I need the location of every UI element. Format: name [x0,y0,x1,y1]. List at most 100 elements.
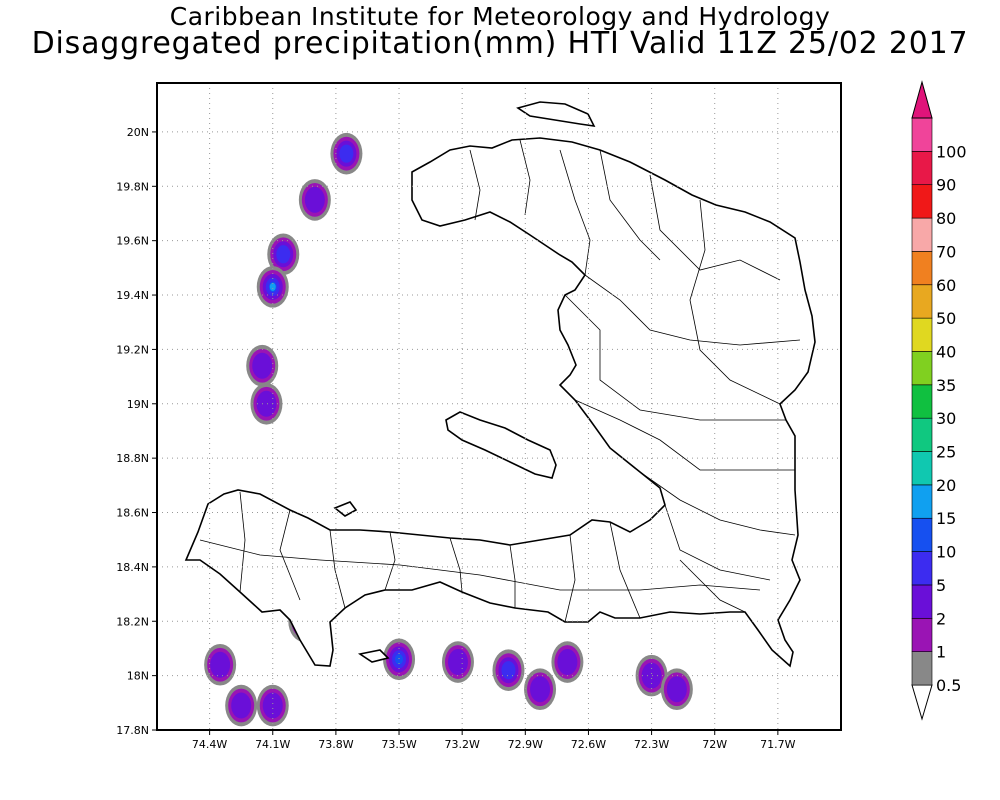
colorbar-swatch [911,551,933,586]
rain-cell [256,684,289,727]
coastline-layer [184,101,816,668]
rain-contour-level [210,651,231,678]
lat-tick-label: 18.2N [116,615,149,628]
colorbar-label: 50 [936,309,956,328]
colorbar-label: 20 [936,476,956,495]
rain-contour-level [339,144,354,163]
rain-cell [246,344,279,387]
lon-tick-label: 72W [702,738,727,751]
rain-cell [256,266,289,308]
lon-tick-label: 72.6W [571,738,606,751]
ile-de-la-gonave [445,411,557,479]
rain-cell [383,638,416,681]
map-frame [156,82,842,731]
rain-contour-level [447,649,468,676]
colorbar-swatch [911,117,933,152]
lon-tick-label: 73.8W [318,738,353,751]
colorbar-label: 90 [936,176,956,195]
lat-tick-label: 20N [127,126,149,139]
rain-contour-level [557,649,578,676]
rain-cell [330,132,363,175]
colorbar-high-arrow [911,80,933,119]
lat-tick-label: 18.8N [116,452,149,465]
lat-tick-label: 19N [127,398,149,411]
rain-contour-level [256,390,277,417]
cayemites [333,501,358,517]
colorbar-swatch [911,251,933,286]
colorbar-swatch [911,484,933,519]
colorbar-label: 100 [936,142,967,161]
colorbar-swatch [911,651,933,686]
colorbar-swatch [911,584,933,619]
rain-contour-level [252,352,273,379]
colorbar-swatch [911,184,933,219]
colorbar-label: 2 [936,609,946,628]
rain-contour-level [666,676,687,703]
commune-boundaries [199,139,801,623]
colorbar-label: 25 [936,443,956,462]
rain-cell [635,654,668,697]
colorbar-label: 40 [936,342,956,361]
haiti-north-peninsula [184,137,816,668]
lat-tick-label: 18N [127,670,149,683]
colorbar-low-arrow [911,684,933,721]
colorbar-swatch [911,151,933,186]
colorbar-swatch [911,217,933,252]
colorbar-label: 80 [936,209,956,228]
lat-tick-label: 19.2N [116,343,149,356]
colorbar-label: 35 [936,376,956,395]
map-title-institute: Caribbean Institute for Meteorology and … [169,2,831,31]
graticule-grid [157,83,841,731]
rain-cell [660,668,693,711]
lat-tick-label: 17.8N [116,724,149,737]
map-plot-area [184,101,816,727]
colorbar-label: 30 [936,409,956,428]
lat-tick-label: 18.4N [116,561,149,574]
rain-contour-level [262,692,283,719]
map-title-product: Disaggregated precipitation(mm) HTI Vali… [31,26,969,61]
rain-contour-level [304,186,325,213]
rain-contour-level [501,661,516,680]
axis-ticks: 20N 19.8N 19.6N 19.4N 19.2N 19N 18.8N 18.6N 18.4… [116,126,795,751]
colorbar-swatch [911,617,933,652]
rain-cell [225,684,258,727]
colorbar-label: 60 [936,276,956,295]
lon-tick-label: 74.1W [255,738,290,751]
rain-contour-level [395,654,404,665]
ile-de-la-tortue [516,101,596,128]
colorbar-label: 15 [936,509,956,528]
lat-tick-label: 19.8N [116,180,149,193]
lon-tick-label: 73.5W [381,738,416,751]
colorbar-label: 10 [936,543,956,562]
lon-tick-label: 74.4W [192,738,227,751]
colorbar-swatch [911,417,933,452]
rain-cell [524,668,557,711]
rain-cell [441,641,474,683]
rain-contour-level [276,245,291,264]
colorbar-label: 70 [936,242,956,261]
colorbar-swatch [911,451,933,486]
rain-cell [267,233,300,276]
rain-contour-level [269,282,276,291]
colorbar-swatch [911,317,933,352]
colorbar-swatch [911,284,933,319]
lat-tick-label: 18.6N [116,507,149,520]
ile-a-vache [357,649,390,663]
rain-cell [298,179,331,221]
rain-contour-level [641,662,662,689]
rain-cell [250,382,283,425]
lat-tick-label: 19.4N [116,289,149,302]
lon-tick-label: 72.3W [634,738,669,751]
colorbar-label: 5 [936,576,946,595]
rain-contour-level [530,676,551,703]
colorbar-swatch [911,351,933,386]
lon-tick-label: 73.2W [444,738,479,751]
colorbar-label: 1 [936,643,946,662]
rain-cell [492,649,525,691]
lon-tick-label: 72.9W [508,738,543,751]
colorbar-swatch [911,517,933,552]
rain-cell [204,643,237,686]
rain-cell [551,641,584,683]
